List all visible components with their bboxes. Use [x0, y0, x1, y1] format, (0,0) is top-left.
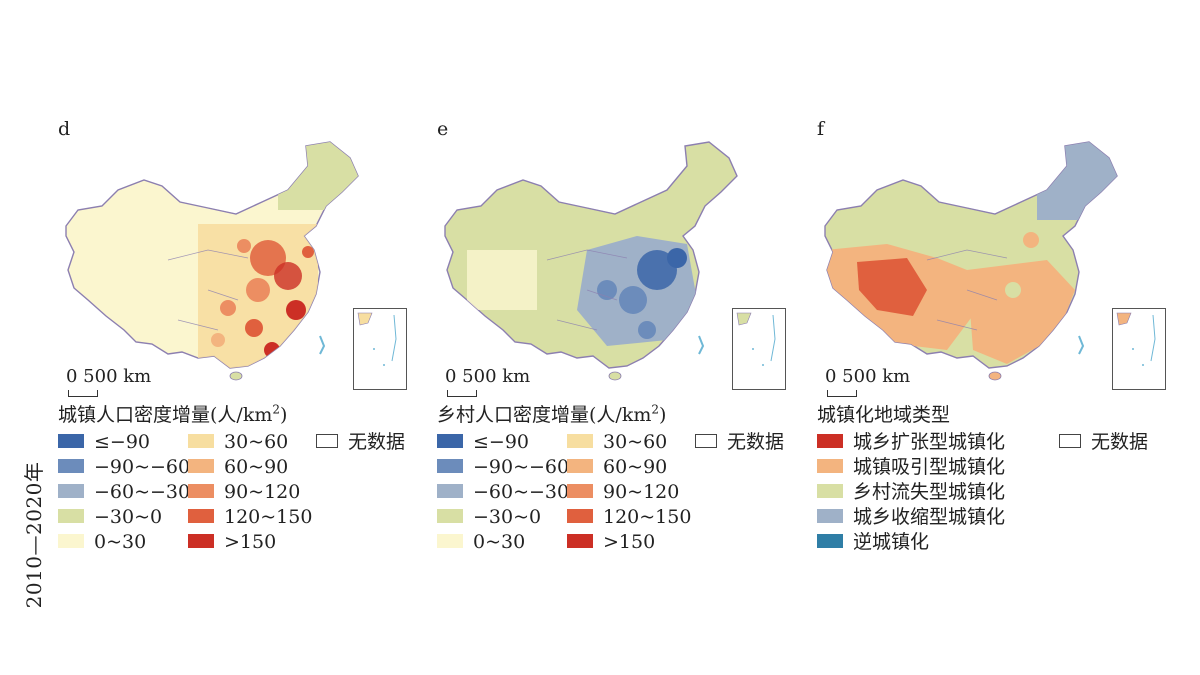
- legend-item-no-data: 无数据: [1059, 430, 1148, 455]
- scale-label: 0 500 km: [66, 366, 152, 387]
- legend-item: −90~−60: [58, 455, 190, 480]
- south-china-sea-inset: [1112, 308, 1166, 390]
- legend-item: 0~30: [437, 530, 525, 555]
- legend-item: 乡村流失型城镇化: [817, 480, 1005, 505]
- legend-swatch: [817, 484, 843, 498]
- legend-swatch: [567, 509, 593, 523]
- scale-bar: [447, 390, 477, 397]
- legend-title: 城镇人口密度增量(人/km2): [58, 402, 288, 426]
- legend-item: ≤−90: [58, 430, 150, 455]
- legend-swatch: [817, 509, 843, 523]
- scale-label: 0 500 km: [825, 366, 911, 387]
- south-china-sea-inset: [732, 308, 786, 390]
- legend-item-no-data: 无数据: [316, 430, 405, 455]
- legend-swatch: [567, 534, 593, 548]
- map-urbanization-type: 0 500 km: [817, 140, 1177, 412]
- map-rural-density-change: 0 500 km: [437, 140, 797, 412]
- panel-letter: f: [817, 118, 825, 140]
- china-map: [824, 141, 1118, 381]
- scale-label: 0 500 km: [445, 366, 531, 387]
- panel-letter: e: [437, 118, 449, 140]
- legend-item: 90~120: [188, 480, 300, 505]
- legend-swatch: [58, 509, 84, 523]
- legend-swatch: [188, 484, 214, 498]
- legend-swatch: [316, 434, 338, 448]
- china-map: [444, 141, 738, 381]
- legend-item: −60~−30: [437, 480, 569, 505]
- legend-item: −90~−60: [437, 455, 569, 480]
- legend-swatch: [58, 484, 84, 498]
- scale-bar: [827, 390, 857, 397]
- legend-swatch: [188, 459, 214, 473]
- legend-item: 120~150: [188, 505, 312, 530]
- legend-item: 城乡扩张型城镇化: [817, 430, 1005, 455]
- legend-swatch: [58, 534, 84, 548]
- legend-swatch: [188, 509, 214, 523]
- legend-swatch: [437, 459, 463, 473]
- legend-title: 乡村人口密度增量(人/km2): [437, 402, 667, 426]
- south-china-sea-inset: [353, 308, 407, 390]
- legend-item: 60~90: [188, 455, 288, 480]
- legend-swatch: [188, 534, 214, 548]
- period-label: 2010—2020年: [22, 461, 46, 609]
- legend-item: 城乡收缩型城镇化: [817, 505, 1005, 530]
- legend-item: −30~0: [437, 505, 541, 530]
- legend-item: ≤−90: [437, 430, 529, 455]
- legend-swatch: [567, 484, 593, 498]
- legend-swatch: [437, 509, 463, 523]
- panel-f: f 0 500 km 城镇化地域类型 城乡扩张型城镇化: [817, 118, 1187, 578]
- legend-item: 30~60: [567, 430, 667, 455]
- legend-swatch: [437, 484, 463, 498]
- map-urban-density-change: 0 500 km: [58, 140, 418, 412]
- legend-title: 城镇化地域类型: [817, 404, 951, 426]
- legend-item: 60~90: [567, 455, 667, 480]
- panel-e: e 0 500 km 乡村人口密度增量(人/km2): [437, 118, 807, 578]
- legend-item: >150: [188, 530, 276, 555]
- panel-letter: d: [58, 118, 71, 140]
- legend-swatch: [567, 434, 593, 448]
- legend-item: 城镇吸引型城镇化: [817, 455, 1005, 480]
- legend-item: −60~−30: [58, 480, 190, 505]
- legend-swatch: [58, 459, 84, 473]
- legend-swatch: [817, 434, 843, 448]
- scale-bar: [68, 390, 98, 397]
- legend-swatch: [817, 459, 843, 473]
- legend-swatch: [188, 434, 214, 448]
- legend-swatch: [437, 534, 463, 548]
- legend-item: −30~0: [58, 505, 162, 530]
- legend-item-no-data: 无数据: [695, 430, 784, 455]
- legend-item: 30~60: [188, 430, 288, 455]
- legend-item: 逆城镇化: [817, 530, 929, 555]
- legend-swatch: [58, 434, 84, 448]
- legend-item: 120~150: [567, 505, 691, 530]
- legend-swatch: [1059, 434, 1081, 448]
- legend-swatch: [567, 459, 593, 473]
- legend-item: 0~30: [58, 530, 146, 555]
- china-map: [65, 141, 359, 381]
- legend-swatch: [695, 434, 717, 448]
- legend-swatch: [437, 434, 463, 448]
- legend-item: >150: [567, 530, 655, 555]
- legend-swatch: [817, 534, 843, 548]
- panel-d: d 0 500 k: [58, 118, 428, 578]
- legend-item: 90~120: [567, 480, 679, 505]
